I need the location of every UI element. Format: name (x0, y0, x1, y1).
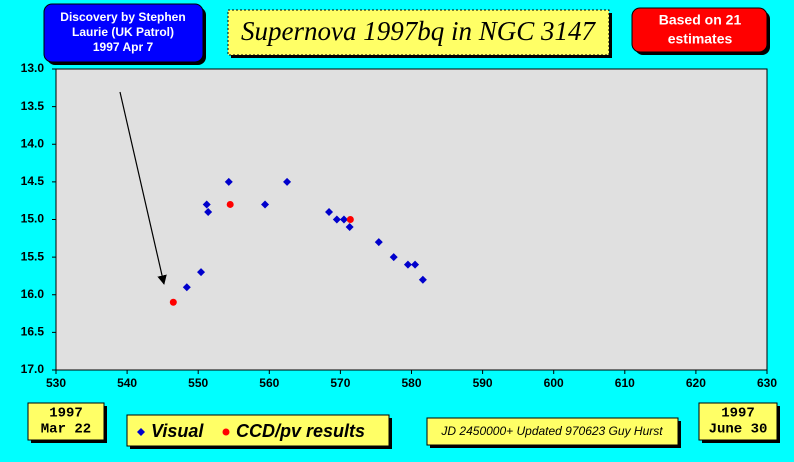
data-point (418, 275, 427, 284)
estimates-box (631, 7, 768, 53)
data-point (403, 260, 412, 269)
data-point (339, 215, 348, 224)
data-point (182, 283, 191, 292)
title-box (227, 9, 610, 56)
footnote: JD 2450000+ Updated 970623 Guy Hurst (440, 424, 663, 438)
data-point (226, 200, 234, 208)
data-point (283, 177, 292, 186)
y-tick-label: 15.5 (21, 249, 45, 263)
plot-area (55, 68, 768, 371)
x-tick-label: 590 (473, 376, 493, 390)
y-tick-label: 13.0 (21, 61, 45, 75)
legend-label: CCD/pv results (236, 421, 365, 441)
discovery-note-line: 1997 Apr 7 (93, 40, 154, 54)
legend-marker (222, 428, 230, 436)
end-date-box (698, 402, 778, 441)
x-tick-label: 600 (544, 376, 564, 390)
x-tick-label: 620 (686, 376, 706, 390)
x-tick-label: 530 (46, 376, 66, 390)
data-point (346, 216, 354, 223)
legend-marker (137, 428, 145, 436)
estimates-note-line: Based on 21 (659, 12, 742, 28)
y-tick-label: 14.5 (21, 174, 45, 188)
x-tick-label: 570 (330, 376, 350, 390)
data-point (389, 253, 398, 262)
data-point (411, 260, 420, 269)
end-date-line: June 30 (709, 422, 768, 438)
x-tick-label: 630 (757, 376, 777, 390)
y-tick-label: 17.0 (21, 362, 45, 376)
data-point (261, 200, 270, 209)
x-tick-label: 610 (615, 376, 635, 390)
start-date-box (27, 402, 105, 441)
data-point (374, 238, 383, 247)
x-tick-label: 560 (259, 376, 279, 390)
data-point (169, 298, 177, 306)
data-point (345, 223, 354, 232)
y-tick-label: 15.0 (21, 212, 45, 226)
x-tick-label: 550 (188, 376, 208, 390)
start-date-line: 1997 (49, 406, 83, 422)
estimates-note-line: estimates (668, 31, 733, 47)
legend-box (126, 414, 390, 447)
start-date-line: Mar 22 (41, 422, 91, 438)
y-tick-label: 16.0 (21, 287, 45, 301)
data-point (332, 215, 341, 224)
footnote-box (426, 417, 679, 446)
chart-title: Supernova 1997bq in NGC 3147 (241, 16, 596, 46)
discovery-note-line: Discovery by Stephen (60, 10, 185, 24)
legend-label: Visual (151, 421, 204, 441)
y-tick-label: 16.5 (21, 325, 45, 339)
data-point (325, 207, 334, 216)
end-date-line: 1997 (721, 406, 755, 422)
x-tick-label: 580 (401, 376, 421, 390)
y-tick-label: 14.0 (21, 136, 45, 150)
data-point (224, 177, 233, 186)
discovery-note-line: Laurie (UK Patrol) (72, 25, 174, 39)
data-point (197, 268, 206, 277)
x-tick-label: 540 (117, 376, 137, 390)
data-point (204, 207, 213, 216)
data-point (202, 200, 211, 209)
discovery-arrow (119, 91, 167, 285)
discovery-box (43, 3, 204, 63)
y-tick-label: 13.5 (21, 99, 45, 113)
